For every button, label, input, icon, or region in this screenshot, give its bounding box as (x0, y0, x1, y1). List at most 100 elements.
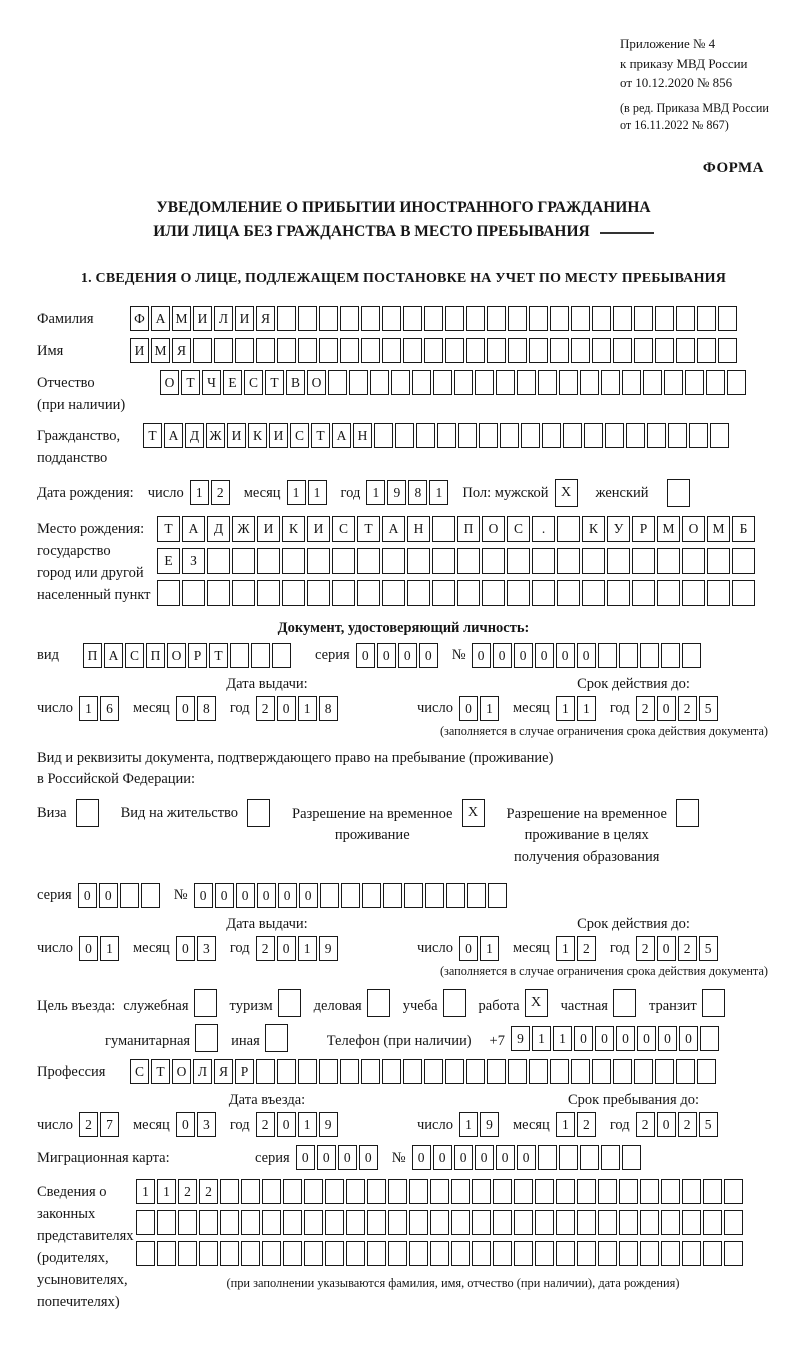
char-cell[interactable]: 0 (418, 642, 438, 668)
char-cell[interactable]: 0 (98, 882, 118, 908)
char-cell[interactable]: С (244, 369, 263, 395)
char-cell[interactable]: 0 (471, 642, 491, 668)
char-cell[interactable]: А (332, 422, 351, 448)
char-cell[interactable] (634, 1059, 653, 1085)
char-cell[interactable] (493, 1210, 512, 1236)
char-cell[interactable]: 0 (678, 1025, 698, 1051)
char-cell[interactable] (535, 1210, 554, 1236)
char-cell[interactable] (514, 1241, 533, 1267)
char-cell[interactable] (304, 1241, 323, 1267)
char-cell[interactable]: 1 (99, 935, 119, 961)
char-cell[interactable] (507, 579, 530, 606)
char-cell[interactable]: 0 (175, 695, 195, 721)
char-cell[interactable] (597, 642, 617, 668)
char-cell[interactable]: 0 (453, 1145, 473, 1171)
char-cell[interactable]: 0 (458, 935, 478, 961)
char-cell[interactable] (727, 369, 746, 395)
char-cell[interactable]: 0 (355, 642, 375, 668)
char-cell[interactable] (445, 337, 464, 363)
char-cell[interactable]: 9 (318, 935, 338, 961)
char-cell[interactable] (598, 1241, 617, 1267)
char-cell[interactable] (307, 547, 330, 574)
char-cell[interactable]: Т (181, 369, 200, 395)
char-cell[interactable]: 1 (555, 695, 575, 721)
char-cell[interactable] (361, 305, 380, 331)
char-cell[interactable] (655, 1059, 674, 1085)
char-cell[interactable] (550, 1059, 569, 1085)
char-cell[interactable] (388, 1179, 407, 1205)
char-cell[interactable] (416, 422, 435, 448)
char-cell[interactable] (277, 305, 296, 331)
char-cell[interactable] (563, 422, 582, 448)
char-cell[interactable] (634, 305, 653, 331)
char-cell[interactable]: 5 (698, 695, 718, 721)
char-cell[interactable] (514, 1210, 533, 1236)
char-cell[interactable] (367, 1241, 386, 1267)
char-cell[interactable] (685, 369, 704, 395)
char-cell[interactable]: С (130, 1059, 149, 1085)
char-cell[interactable] (682, 547, 705, 574)
char-cell[interactable] (487, 305, 506, 331)
char-cell[interactable] (703, 1179, 722, 1205)
char-cell[interactable] (472, 1210, 491, 1236)
checkbox-purpose-private[interactable] (612, 989, 636, 1018)
char-cell[interactable] (178, 1241, 197, 1267)
char-cell[interactable]: Т (265, 369, 284, 395)
char-cell[interactable] (558, 1145, 578, 1171)
char-cell[interactable] (283, 1210, 302, 1236)
char-cell[interactable] (514, 1179, 533, 1205)
char-cell[interactable]: Т (311, 422, 330, 448)
char-cell[interactable]: 0 (474, 1145, 494, 1171)
char-cell[interactable] (432, 515, 455, 542)
char-cell[interactable] (556, 1179, 575, 1205)
char-cell[interactable] (214, 337, 233, 363)
char-cell[interactable] (577, 1241, 596, 1267)
char-cell[interactable] (445, 1059, 464, 1085)
char-cell[interactable] (697, 1059, 716, 1085)
char-cell[interactable]: Н (353, 422, 372, 448)
char-cell[interactable]: 0 (78, 935, 98, 961)
char-cell[interactable] (407, 579, 430, 606)
char-cell[interactable] (632, 547, 655, 574)
char-cell[interactable] (619, 1241, 638, 1267)
char-cell[interactable] (346, 1179, 365, 1205)
char-cell[interactable] (537, 1145, 557, 1171)
char-cell[interactable] (382, 547, 405, 574)
char-cell[interactable] (634, 337, 653, 363)
char-cell[interactable] (262, 1179, 281, 1205)
char-cell[interactable] (724, 1241, 743, 1267)
char-cell[interactable] (403, 882, 423, 908)
char-cell[interactable] (458, 422, 477, 448)
char-cell[interactable] (340, 305, 359, 331)
char-cell[interactable] (556, 1210, 575, 1236)
char-cell[interactable]: 0 (657, 1025, 677, 1051)
char-cell[interactable]: 0 (615, 1025, 635, 1051)
char-cell[interactable] (689, 422, 708, 448)
char-cell[interactable] (136, 1241, 155, 1267)
char-cell[interactable] (605, 422, 624, 448)
char-cell[interactable] (182, 579, 205, 606)
char-cell[interactable]: 1 (189, 480, 209, 506)
char-cell[interactable]: Л (193, 1059, 212, 1085)
char-cell[interactable]: 0 (193, 882, 213, 908)
char-cell[interactable] (732, 579, 755, 606)
char-cell[interactable] (559, 369, 578, 395)
char-cell[interactable] (283, 1241, 302, 1267)
char-cell[interactable]: Я (172, 337, 191, 363)
char-cell[interactable] (437, 422, 456, 448)
char-cell[interactable] (325, 1241, 344, 1267)
char-cell[interactable]: 2 (677, 935, 697, 961)
char-cell[interactable]: Т (357, 515, 380, 542)
char-cell[interactable] (626, 422, 645, 448)
char-cell[interactable] (220, 1210, 239, 1236)
char-cell[interactable] (640, 1241, 659, 1267)
char-cell[interactable]: Д (185, 422, 204, 448)
char-cell[interactable] (367, 1179, 386, 1205)
char-cell[interactable] (582, 547, 605, 574)
char-cell[interactable] (430, 1210, 449, 1236)
char-cell[interactable]: 0 (77, 882, 97, 908)
char-cell[interactable] (600, 1145, 620, 1171)
char-cell[interactable] (445, 882, 465, 908)
char-cell[interactable] (332, 547, 355, 574)
char-cell[interactable] (257, 547, 280, 574)
